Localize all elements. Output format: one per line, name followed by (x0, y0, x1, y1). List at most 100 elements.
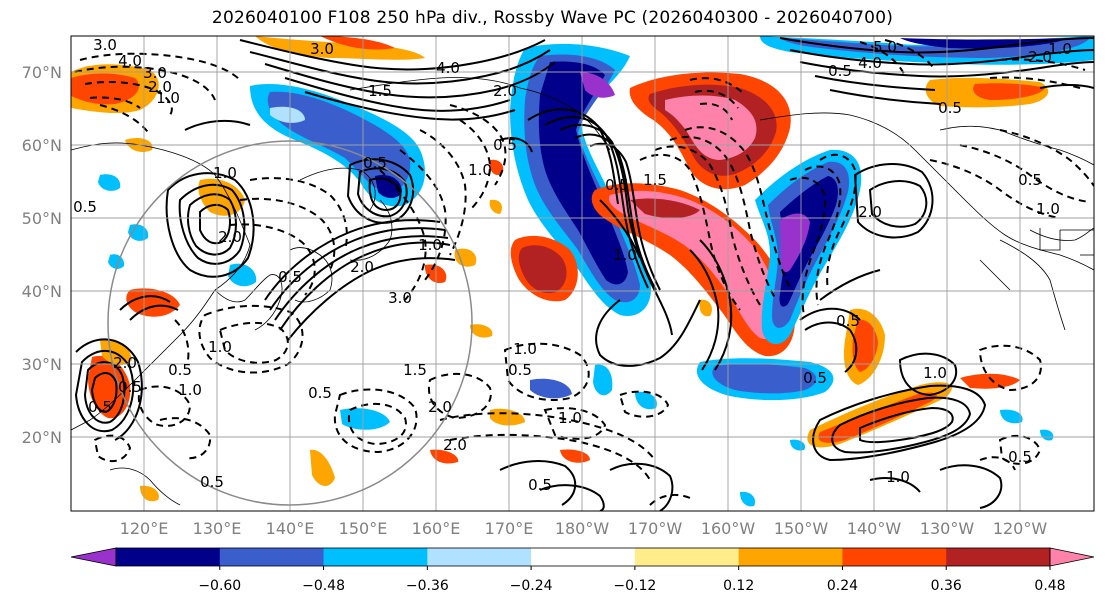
colorbar-tick-label: 0.48 (1034, 578, 1065, 594)
contour-label: 1.0 (418, 236, 442, 254)
lon-label: 150°E (339, 519, 388, 538)
contour-label: 2.0 (493, 82, 517, 100)
map-content: 3.04.03.02.01.00.51.5 2.04.03.02.01.00.50… (71, 36, 1094, 511)
colorbar-tick-label: 0.36 (931, 578, 962, 594)
contour-label: 1.0 (1036, 200, 1060, 218)
contour-label: 2.0 (428, 398, 452, 416)
lat-label-20: 20°N (22, 428, 62, 447)
contour-label: 0.5 (938, 99, 962, 117)
contour-label: 1.0 (468, 161, 492, 179)
contour-label: 0.5 (200, 473, 224, 491)
contour-label: 1.0 (1048, 40, 1072, 58)
lon-label: 160°E (412, 519, 461, 538)
colorbar-tick-label: −0.36 (406, 578, 449, 594)
colorbar-swatch (116, 548, 221, 566)
contour-label: 2.0 (113, 354, 137, 372)
lon-label: 130°E (193, 519, 242, 538)
colorbar-tick-label: 0.12 (723, 578, 754, 594)
lon-label: 180°W (555, 519, 610, 538)
contour-label: 0.5 (118, 378, 142, 396)
contour-label: 4.0 (436, 59, 460, 77)
colorbar-tick-label: −0.60 (198, 578, 241, 594)
contour-label: 1.0 (178, 381, 202, 399)
colorbar-swatch (842, 548, 947, 566)
lat-label-70: 70°N (22, 63, 62, 82)
lon-label: 120°E (120, 519, 169, 538)
solid-contours (74, 37, 1094, 511)
contour-label: 2.0 (218, 228, 242, 246)
contour-label: 1.0 (613, 246, 637, 264)
colorbar-extend-low (70, 547, 117, 567)
contour-label: 3.0 (143, 64, 167, 82)
contour-label: 1.0 (156, 89, 180, 107)
map-title: 2026040100 F108 250 hPa div., Rossby Wav… (211, 8, 894, 28)
colorbar-swatch (634, 548, 740, 566)
contour-label: 1.0 (513, 340, 537, 358)
contour-label: 0.5 (508, 361, 532, 379)
lat-label-30: 30°N (22, 355, 62, 374)
contour-label: 1.0 (208, 338, 232, 356)
colorbar-tick-label: −0.48 (302, 578, 345, 594)
plot-frame (70, 35, 1095, 512)
contour-label: 0.5 (278, 268, 302, 286)
contour-label: 2.0 (148, 78, 172, 96)
lon-label: 150°W (774, 519, 829, 538)
contour-label: 3.0 (388, 289, 412, 307)
contour-label: 3.0 (310, 40, 334, 58)
colorbar-tick-label: 0.24 (827, 578, 858, 594)
contour-label: 5.0 (873, 38, 897, 56)
lon-label: 130°W (920, 519, 975, 538)
lon-label: 140°W (847, 519, 902, 538)
lon-label: 160°W (701, 519, 756, 538)
colorbar-swatch (738, 548, 843, 566)
contour-label: 2.0 (350, 258, 374, 276)
contour-labels: 3.04.03.02.01.00.51.5 2.04.03.02.01.00.50… (73, 36, 1072, 494)
contour-label: 0.5 (363, 154, 387, 172)
colorbar-swatch (323, 548, 428, 566)
contour-label: 0.5 (493, 136, 517, 154)
lat-label-50: 50°N (22, 209, 62, 228)
contour-label: 1.0 (886, 468, 910, 486)
lon-label: 140°E (266, 519, 315, 538)
dashed-contours (74, 39, 1094, 506)
lon-label: 170°W (628, 519, 683, 538)
contour-label: 4.0 (858, 54, 882, 72)
contour-label: 0.5 (73, 198, 97, 216)
contour-label: 1.5 (403, 361, 427, 379)
contour-label: 2.0 (858, 203, 882, 221)
longitude-labels: 120°E 130°E 140°E 150°E 160°E 170°E 180°W 170°W… (120, 519, 1048, 538)
contour-label: 1.0 (213, 164, 237, 182)
colorbar-frame (115, 547, 1051, 567)
contour-label: 3.0 (93, 36, 117, 54)
contour-label: 0.5 (528, 476, 552, 494)
colorbar-tick-label: −0.24 (510, 578, 553, 594)
contour-label: 0.5 (168, 361, 192, 379)
contour-label: 1.0 (923, 364, 947, 382)
contour-label: 0.5 (1008, 448, 1032, 466)
latitude-labels: 70°N 60°N 50°N 40°N 30°N 20°N (22, 63, 62, 447)
lon-label: 120°W (993, 519, 1048, 538)
reference-circle (107, 140, 473, 506)
colorbar-swatch (219, 548, 325, 566)
contour-label: 4.0 (118, 52, 142, 70)
contour-label: 0.5 (605, 176, 629, 194)
colorbar-swatch (946, 548, 1051, 566)
contour-label: 1.0 (558, 409, 582, 427)
contour-label: 2.0 (443, 436, 467, 454)
lat-label-60: 60°N (22, 136, 62, 155)
colorbar-swatch (531, 548, 636, 566)
contour-label: 0.5 (803, 369, 827, 387)
contour-label: 1.5 (368, 82, 392, 100)
lon-label: 170°E (485, 519, 534, 538)
contour-label: 2.0 (1028, 48, 1052, 66)
colorbar-swatch (427, 548, 532, 566)
lat-label-40: 40°N (22, 282, 62, 301)
contour-label: 0.5 (828, 62, 852, 80)
colorbar-tick-label: −0.12 (613, 578, 656, 594)
contour-label: 0.5 (1018, 171, 1042, 189)
contour-label: 0.5 (308, 384, 332, 402)
contour-label: 1.5 (643, 171, 667, 189)
colorbar: −0.60 −0.48 −0.36 −0.24 −0.12 0.12 0.24 0.36 0.4… (70, 547, 1095, 594)
contour-label: 0.5 (836, 312, 860, 330)
